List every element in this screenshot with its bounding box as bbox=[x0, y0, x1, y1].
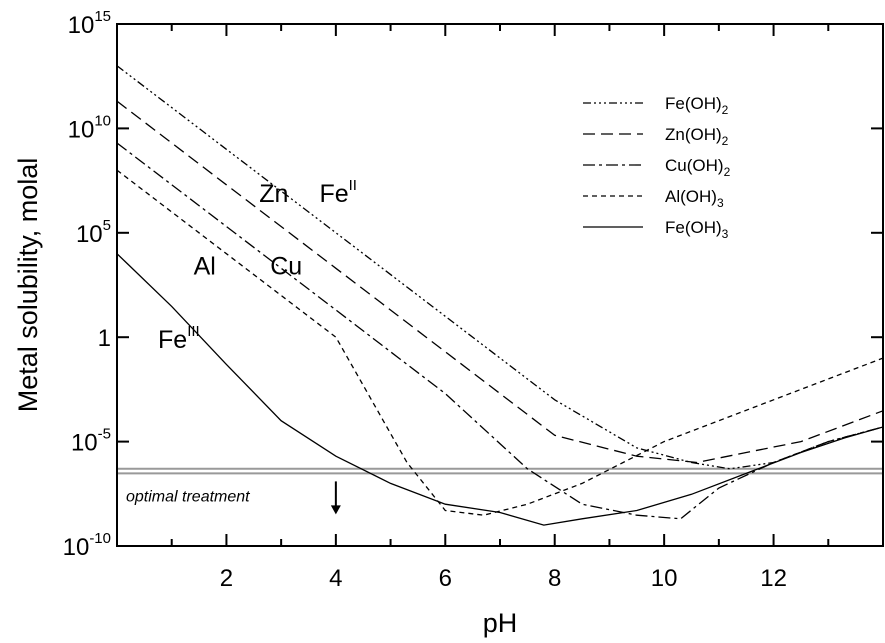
x-tick-label-3: 8 bbox=[548, 565, 561, 592]
legend-label-sub-2: 2 bbox=[724, 165, 731, 179]
y-tick-label-base-5: 10 bbox=[63, 534, 90, 561]
curve-label-sup-4: III bbox=[187, 323, 200, 340]
y-tick-label-4: 10-5 bbox=[71, 426, 111, 457]
y-axis-title: Metal solubility, molal bbox=[13, 158, 43, 413]
series-line-0 bbox=[117, 65, 883, 470]
curve-label-base-2: Al bbox=[194, 253, 216, 281]
optimal-treatment-label: optimal treatment bbox=[126, 488, 250, 505]
curve-label-base-0: Zn bbox=[259, 180, 288, 208]
curve-label-base-4: Fe bbox=[158, 326, 187, 354]
curve-label-base-1: Fe bbox=[319, 180, 348, 208]
y-tick-label-exp-2: 5 bbox=[103, 217, 111, 234]
legend-label-1: Zn(OH)2 bbox=[665, 125, 729, 148]
legend-label-0: Fe(OH)2 bbox=[665, 94, 729, 117]
curve-label-sup-1: II bbox=[349, 177, 357, 194]
y-tick-label-base-4: 10 bbox=[71, 430, 98, 457]
x-tick-label-4: 10 bbox=[651, 565, 678, 592]
legend-label-2: Cu(OH)2 bbox=[665, 156, 731, 179]
optimal-treatment-arrow-head bbox=[330, 505, 341, 515]
y-tick-label-1: 1010 bbox=[68, 112, 111, 143]
y-tick-label-base-3: 1 bbox=[98, 325, 111, 352]
legend-label-sub-1: 2 bbox=[722, 134, 729, 148]
y-tick-label-base-0: 10 bbox=[68, 12, 95, 39]
legend-label-base-4: Fe(OH) bbox=[665, 218, 722, 237]
series-line-1 bbox=[117, 100, 883, 464]
y-tick-label-base-1: 10 bbox=[68, 116, 95, 143]
legend-label-base-3: Al(OH) bbox=[665, 187, 717, 206]
curve-label-3: Cu bbox=[270, 253, 302, 281]
y-tick-label-2: 105 bbox=[76, 217, 111, 248]
curve-label-2: Al bbox=[194, 253, 216, 281]
curve-label-base-3: Cu bbox=[270, 253, 302, 281]
curve-label-0: Zn bbox=[259, 180, 288, 208]
y-tick-label-5: 10-10 bbox=[63, 530, 111, 561]
curve-label-1: FeII bbox=[319, 177, 357, 208]
legend-label-sub-0: 2 bbox=[722, 103, 729, 117]
y-tick-label-exp-4: -5 bbox=[98, 426, 111, 443]
x-tick-label-0: 2 bbox=[220, 565, 233, 592]
y-tick-label-exp-5: -10 bbox=[89, 530, 111, 547]
plot-frame bbox=[116, 23, 884, 547]
legend-label-base-2: Cu(OH) bbox=[665, 156, 724, 175]
series-group bbox=[117, 65, 883, 526]
x-tick-label-5: 12 bbox=[760, 565, 787, 592]
legend-label-sub-4: 3 bbox=[722, 227, 729, 241]
x-tick-label-1: 4 bbox=[329, 565, 342, 592]
legend-label-sub-3: 3 bbox=[717, 196, 724, 210]
x-axis-title: pH bbox=[483, 608, 518, 638]
y-tick-label-exp-0: 15 bbox=[94, 8, 111, 25]
y-tick-label-exp-1: 10 bbox=[94, 112, 111, 129]
legend-label-base-0: Fe(OH) bbox=[665, 94, 722, 113]
legend-label-4: Fe(OH)3 bbox=[665, 218, 729, 241]
legend-label-base-1: Zn(OH) bbox=[665, 125, 722, 144]
y-tick-label-0: 1015 bbox=[68, 8, 111, 39]
y-tick-label-base-2: 10 bbox=[76, 221, 103, 248]
series-line-2 bbox=[117, 142, 883, 520]
x-tick-label-2: 6 bbox=[439, 565, 452, 592]
series-line-3 bbox=[117, 169, 883, 516]
legend-label-3: Al(OH)3 bbox=[665, 187, 724, 210]
series-line-4 bbox=[117, 253, 883, 526]
y-tick-label-3: 1 bbox=[98, 325, 111, 352]
curve-label-4: FeIII bbox=[158, 323, 200, 354]
